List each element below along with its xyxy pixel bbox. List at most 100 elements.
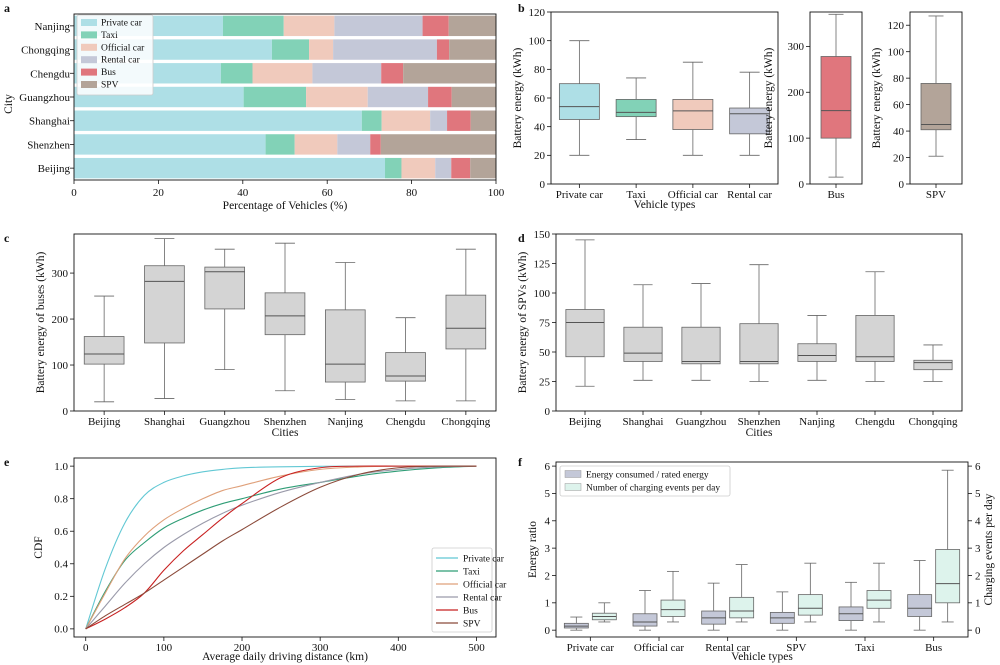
- f-ytick-label-1: 1: [975, 598, 981, 610]
- b3-ytick-label-20: 20: [893, 152, 905, 164]
- e-ytick-label-1-0: 1.0: [54, 461, 68, 473]
- e-line-private-car: [85, 465, 477, 630]
- f-charging-box-official-car-box: [660, 599, 686, 617]
- a-legend-label-spv: SPV: [101, 81, 119, 91]
- b1-box-taxi-box: [615, 99, 657, 118]
- d-ytick-label-125: 125: [534, 258, 551, 270]
- d-ytick-label-75: 75: [539, 317, 551, 329]
- a-bar-chongqing-bus: [436, 39, 450, 60]
- a-bar-shanghai-spv: [470, 110, 496, 131]
- f-ytick-label-0: 0: [545, 625, 551, 637]
- f-ylabel: Energy ratio: [527, 521, 539, 578]
- panel-label-d: d: [518, 231, 525, 245]
- d-xtick-label-chongqing: Chongqing: [909, 416, 958, 428]
- panel-d-spv-battery-boxplot: Beijing Shanghai Guangzhou Shenzhen Nanjing C…: [517, 229, 963, 439]
- a-xtick-label-60: 60: [322, 187, 334, 199]
- c-ytick-label-200: 200: [52, 314, 69, 326]
- b1-ylabel: Battery energy (kWh): [512, 47, 524, 148]
- panel-c-bus-battery-boxplot: Beijing Shanghai Guangzhou Shenzhen Nanjing C…: [35, 233, 497, 439]
- a-legend-label-official-car: Official car: [101, 42, 145, 53]
- f-legend-label-energy-consumed-rated-energy: Energy consumed / rated energy: [586, 471, 709, 481]
- a-bar-shenzhen-spv: [380, 134, 496, 155]
- c-xlabel: Cities: [272, 427, 299, 439]
- b3-ytick-label-80: 80: [893, 73, 905, 85]
- a-bar-chongqing-taxi: [271, 39, 310, 60]
- b2-axes-frame: [809, 11, 863, 185]
- a-bar-chengdu-rental-car: [312, 63, 382, 84]
- c-box-chengdu-box: [385, 352, 426, 382]
- b2-ytick-label-0: 0: [799, 179, 805, 191]
- d-xlabel: Cities: [746, 427, 773, 439]
- e-legend-label-private-car: Private car: [463, 555, 505, 565]
- b1-ytick-label-100: 100: [529, 35, 546, 47]
- a-ytick-label-chongqing: Chongqing: [21, 45, 70, 57]
- e-line-taxi: [85, 465, 477, 630]
- b1-box-private-car-box: [558, 83, 600, 120]
- b3-ytick-label-60: 60: [893, 99, 905, 111]
- f-charging-box-spv-box: [797, 594, 823, 616]
- b1-ytick-label-20: 20: [534, 150, 546, 162]
- a-bar-shanghai-official-car: [381, 110, 431, 131]
- a-bar-shanghai-private-car: [74, 110, 362, 131]
- a-legend-label-bus: Bus: [101, 68, 116, 78]
- a-ytick-label-shanghai: Shanghai: [29, 116, 70, 128]
- f-xtick-label-private-car: Private car: [567, 642, 615, 654]
- c-box-nanjing-box: [324, 309, 366, 383]
- e-xtick-label-100: 100: [156, 642, 173, 654]
- f-ytick-label-3: 3: [975, 543, 981, 555]
- d-xtick-label-guangzhou: Guangzhou: [676, 416, 727, 428]
- e-line-spv: [85, 465, 477, 630]
- a-ytick-label-nanjing: Nanjing: [35, 21, 71, 33]
- a-bar-beijing-rental-car: [435, 157, 452, 179]
- a-bar-beijing-official-car: [401, 157, 436, 179]
- f-legend-swatch-number-of-charging-events-per-day: [564, 483, 582, 491]
- c-xtick-label-chengdu: Chengdu: [386, 416, 426, 428]
- c-box-shanghai-box: [144, 265, 185, 344]
- f-xlabel: Vehicle types: [731, 651, 793, 663]
- b1-xtick-label-rental-car: Rental car: [727, 189, 772, 201]
- b1-ytick-label-120: 120: [529, 7, 546, 19]
- e-xtick-label-200: 200: [234, 642, 251, 654]
- f-xtick-label-bus: Bus: [925, 642, 942, 654]
- a-legend-swatch-private-car: [81, 19, 97, 26]
- d-ytick-label-0: 0: [545, 406, 551, 418]
- d-ytick-label-25: 25: [539, 376, 551, 388]
- e-xlabel: Average daily driving distance (km): [202, 651, 368, 663]
- a-bar-beijing-private-car: [74, 157, 386, 179]
- f-charging-box-rental-car-box: [729, 596, 755, 619]
- a-bar-nanjing-official-car: [283, 15, 335, 37]
- b1-xtick-label-official-car: Official car: [668, 189, 719, 201]
- b3-box-spv-box: [920, 83, 952, 131]
- e-ytick-label-0-2: 0.2: [54, 591, 68, 603]
- f-ytick-label-6: 6: [975, 461, 981, 473]
- a-xtick-label-20: 20: [153, 187, 165, 199]
- a-bar-shenzhen-taxi: [265, 134, 295, 155]
- d-ylabel: Battery energy of SPVs (kWh): [517, 252, 529, 394]
- a-bar-chengdu-bus: [381, 63, 404, 84]
- f-ylabel-right: Charging events per day: [983, 493, 995, 605]
- e-ytick-label-0-0: 0.0: [54, 624, 68, 636]
- a-ytick-label-shenzhen: Shenzhen: [27, 139, 70, 151]
- a-legend-swatch-rental-car: [81, 56, 97, 64]
- b2-ylabel: Battery energy (kWh): [763, 47, 775, 148]
- f-xtick-label-taxi: Taxi: [855, 642, 874, 654]
- f-xtick-label-rental-car: Rental car: [705, 642, 750, 654]
- e-line-rental-car: [85, 465, 477, 630]
- a-bar-shenzhen-private-car: [74, 134, 266, 155]
- a-bar-chengdu-spv: [403, 63, 496, 84]
- a-bar-guangzhou-bus: [428, 86, 452, 108]
- d-box-beijing-box: [565, 309, 605, 358]
- c-box-beijing-box: [83, 336, 125, 365]
- f-energy-box-official-car-box: [632, 613, 658, 627]
- e-xtick-label-500: 500: [468, 642, 485, 654]
- a-bar-shenzhen-official-car: [294, 134, 338, 155]
- d-axes-frame: [555, 233, 963, 412]
- a-bar-guangzhou-rental-car: [367, 86, 429, 108]
- a-axes-frame: [73, 13, 497, 181]
- d-box-shenzhen-box: [739, 323, 779, 365]
- a-ytick-label-guangzhou: Guangzhou: [19, 92, 70, 104]
- a-bar-nanjing-rental-car: [334, 15, 423, 37]
- b2-ytick-label-200: 200: [788, 87, 805, 99]
- e-line-official-car: [85, 465, 477, 630]
